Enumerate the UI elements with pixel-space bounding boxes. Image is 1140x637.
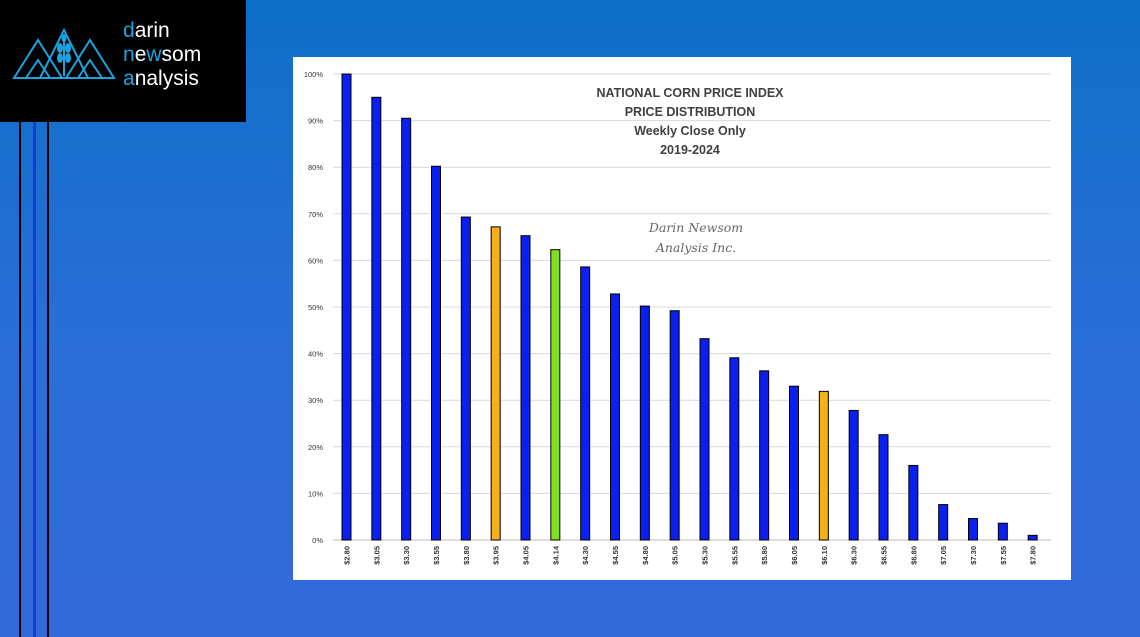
bar [968, 518, 978, 541]
x-tick-label: $4.55 [611, 546, 620, 565]
bar [997, 522, 1008, 541]
y-tick-label: 100% [304, 70, 324, 79]
bar [341, 73, 352, 541]
x-tick-label: $7.05 [939, 546, 948, 565]
y-tick-label: 20% [308, 443, 323, 452]
bar [550, 249, 561, 541]
bar [938, 504, 949, 541]
x-tick-label: $3.80 [462, 546, 471, 565]
x-tick-label: $4.80 [641, 546, 650, 565]
y-tick-label: 80% [308, 163, 323, 172]
x-tick-label: $7.55 [999, 546, 1008, 565]
x-tick-label: $5.30 [701, 546, 710, 565]
bar [371, 96, 382, 541]
bar [520, 235, 531, 541]
y-tick-label: 40% [308, 350, 323, 359]
bar [610, 293, 620, 541]
bar [460, 216, 471, 541]
bar [639, 305, 650, 541]
y-tick-label: 30% [308, 396, 323, 405]
decor-line-2 [33, 122, 36, 637]
x-tick-label: $6.10 [820, 546, 829, 565]
y-tick-label: 90% [308, 117, 323, 126]
x-tick-label: $5.05 [671, 546, 680, 565]
bar [1027, 534, 1038, 541]
x-tick-label: $3.55 [432, 546, 441, 565]
x-tick-label: $7.80 [1029, 546, 1038, 565]
x-tick-label: $4.05 [522, 546, 531, 565]
y-tick-label: 10% [308, 489, 323, 498]
bar [401, 117, 412, 541]
x-tick-label: $4.14 [551, 545, 560, 565]
y-tick-label: 50% [308, 303, 323, 312]
bar [848, 409, 859, 541]
bar-chart: 0% 10% 20% 30% 40% 50% 60% 70% 80% 90% 100% $2.80 $3… [304, 70, 1051, 565]
x-tick-label: $4.30 [581, 546, 590, 565]
x-tick-label: $6.80 [909, 546, 918, 565]
logo-panel: darin newsom analysis [0, 0, 246, 122]
bar [878, 434, 889, 541]
bar [818, 390, 829, 541]
y-tick-label: 0% [312, 536, 323, 545]
logo-line-3: analysis [123, 67, 199, 90]
bar [729, 357, 740, 541]
bar [580, 266, 591, 541]
y-tick-label: 70% [308, 210, 323, 219]
bar [669, 310, 680, 541]
x-tick-label: $6.30 [850, 546, 859, 565]
chart-title-line: Weekly Close Only [634, 124, 746, 138]
x-tick-label: $7.30 [969, 546, 978, 565]
logo-line-2: newsom [123, 43, 202, 66]
watermark-line: Darin Newsom [648, 220, 743, 235]
bar [431, 165, 441, 541]
logo-wordmark: darin newsom analysis [123, 19, 201, 91]
chart-title-line: 2019-2024 [660, 143, 720, 157]
decor-line-1 [19, 122, 21, 637]
x-tick-label: $2.80 [343, 546, 352, 565]
x-tick-label: $5.55 [730, 546, 739, 565]
bar [789, 385, 799, 541]
x-tick-label: $6.05 [790, 546, 799, 565]
chart-title-line: PRICE DISTRIBUTION [625, 105, 756, 119]
x-tick-label: $3.95 [492, 546, 501, 565]
chart-title-line: NATIONAL CORN PRICE INDEX [596, 86, 784, 100]
bar [908, 464, 919, 541]
logo-line-1: darin [123, 19, 170, 42]
y-tick-label: 60% [308, 256, 323, 265]
x-tick-label: $3.30 [402, 546, 411, 565]
bar [759, 370, 770, 541]
decor-line-3 [47, 122, 49, 637]
x-tick-label: $3.05 [372, 546, 381, 565]
bar [699, 338, 710, 541]
x-tick-label: $5.80 [760, 546, 769, 565]
chart-card: 0% 10% 20% 30% 40% 50% 60% 70% 80% 90% 100% $2.80 $3… [293, 57, 1071, 580]
bar [490, 226, 501, 541]
watermark-line: Analysis Inc. [655, 240, 736, 255]
mountain-wheat-icon [12, 27, 116, 79]
x-tick-label: $6.55 [880, 546, 889, 565]
